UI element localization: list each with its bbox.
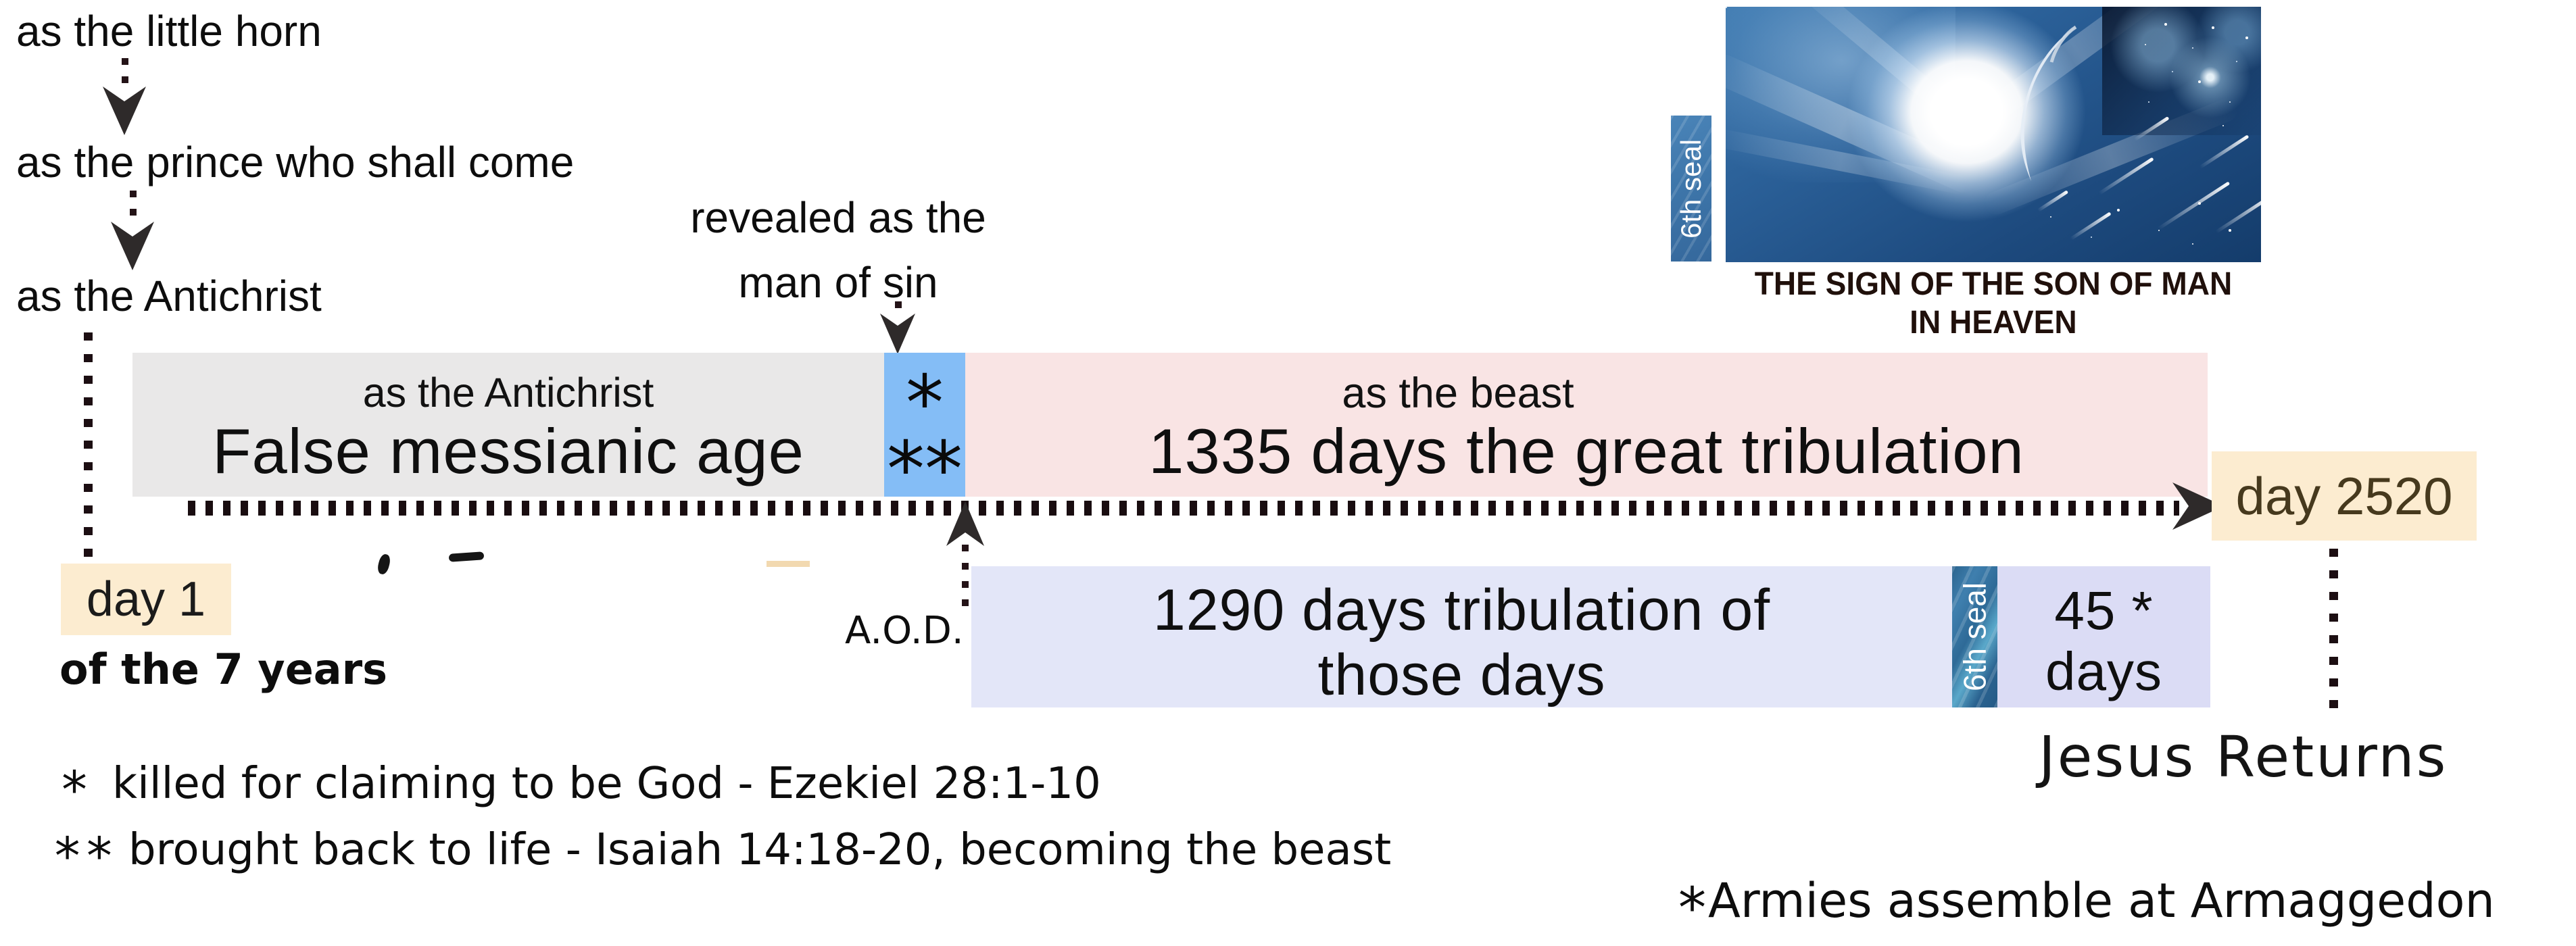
revealed-arrow-head-icon	[880, 314, 915, 354]
footnote-revived-text: brought back to life - Isaiah 14:18-20, …	[128, 825, 1392, 875]
timeline-dotted-arrow	[188, 501, 2179, 516]
man-of-sin-marker-box: * **	[884, 353, 965, 514]
final-45-line1: 45 *	[2054, 580, 2154, 641]
artifact-mark	[767, 561, 810, 567]
tribulation-1290-line1: 1290 days tribulation of	[1152, 578, 1771, 643]
revealed-line-1: revealed as the	[690, 193, 986, 242]
jesus-returns-label: Jesus Returns	[2039, 724, 2448, 790]
sixth-seal-divider: 6th seal	[1952, 566, 1997, 707]
sixth-seal-image-tag: 6th seal	[1671, 116, 1711, 262]
footnote-revived-marker: **	[54, 827, 119, 887]
aod-arrow-tail	[962, 545, 969, 609]
timeline-arrow-head-icon	[2172, 482, 2224, 530]
sixth-seal-divider-label: 6th seal	[1957, 582, 1993, 692]
chain-arrow-1-head-icon	[103, 86, 146, 135]
great-tribulation-title: 1335 days the great tribulation	[1148, 416, 2024, 487]
great-tribulation-subtitle: as the beast	[1342, 370, 1574, 417]
star-streak	[2157, 181, 2231, 230]
sixth-seal-image-label: 6th seal	[1675, 139, 1707, 239]
nebula-corner	[2102, 7, 2261, 135]
footnote-killed: * killed for claiming to be God - Ezekiel…	[62, 762, 1101, 816]
day1-dotted-line	[84, 332, 93, 557]
footnote-revived: ** brought back to life - Isaiah 14:18-20…	[55, 825, 1392, 882]
caption-line-1: THE SIGN OF THE SON OF MAN	[1754, 266, 2233, 302]
footnote-armies-marker: *	[1678, 875, 1707, 941]
chain-item-prince: as the prince who shall come	[16, 138, 575, 186]
aod-arrow-head-icon	[946, 501, 984, 546]
tribulation-1290-line2: those days	[1317, 643, 1606, 707]
star-field	[1726, 7, 1727, 8]
star-streak	[2215, 195, 2261, 234]
chain-arrow-2-tail	[130, 191, 137, 224]
final-45-line2: days	[2045, 641, 2162, 701]
day-2520-label: day 2520	[2235, 466, 2453, 526]
revealed-label: revealed as the man of sin	[635, 185, 1041, 315]
day-1-subtitle: of the 7 years	[59, 645, 388, 694]
footnote-killed-marker: *	[62, 761, 87, 820]
footnote-killed-text: killed for claiming to be God - Ezekiel …	[112, 759, 1101, 809]
day-1-box: day 1	[61, 564, 231, 635]
day2520-dotted-line	[2329, 549, 2338, 718]
killed-asterisk: *	[906, 359, 944, 447]
revealed-arrow-tail	[895, 301, 902, 319]
chain-item-antichrist: as the Antichrist	[16, 272, 322, 320]
sickle-icon	[2020, 25, 2077, 181]
day-2520-box: day 2520	[2212, 451, 2477, 541]
false-messianic-subtitle: as the Antichrist	[362, 370, 654, 416]
footnote-armies: *Armies assemble at Armaggedon	[1678, 877, 2495, 936]
great-tribulation-bar: as the beast 1335 days the great tribula…	[965, 353, 2208, 497]
star-streak	[2199, 134, 2250, 169]
final-45-days-bar: 45 * days	[1997, 566, 2210, 707]
light-burst	[1822, 7, 2112, 262]
day-1-label: day 1	[86, 572, 206, 626]
chain-item-little-horn: as the little horn	[16, 7, 322, 55]
image-caption: THE SIGN OF THE SON OF MAN IN HEAVEN	[1726, 265, 2261, 342]
son-of-man-image	[1726, 7, 2261, 262]
false-messianic-bar: as the Antichrist False messianic age	[132, 353, 884, 497]
chain-arrow-1-tail	[122, 58, 128, 93]
footnote-armies-text: Armies assemble at Armaggedon	[1708, 873, 2495, 928]
false-messianic-title: False messianic age	[212, 416, 804, 487]
chain-arrow-2-head-icon	[111, 222, 154, 270]
revealed-line-2: man of sin	[738, 258, 938, 307]
revived-asterisks: **	[887, 426, 963, 514]
tribulation-1290-bar: 1290 days tribulation of those days	[971, 566, 1952, 707]
artifact-mark	[448, 551, 485, 562]
artifact-mark	[376, 553, 392, 576]
caption-line-2: IN HEAVEN	[1910, 305, 2077, 341]
